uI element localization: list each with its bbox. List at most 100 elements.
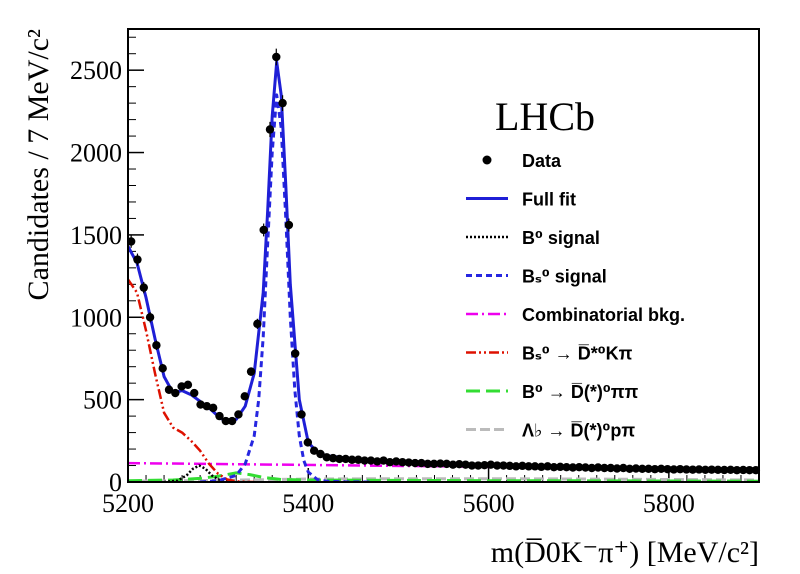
legend-label-comb: Combinatorial bkg. [522, 305, 685, 325]
legend-label-data: Data [522, 151, 562, 171]
data-point [316, 449, 325, 459]
data-point [549, 462, 559, 472]
data-point [568, 463, 578, 472]
data-point [341, 454, 350, 464]
data-point [190, 388, 199, 398]
data-point [366, 456, 376, 465]
data-point [391, 457, 401, 466]
y-tick-label: 2500 [70, 56, 122, 85]
data-point [638, 464, 647, 474]
y-tick-label: 1000 [70, 303, 122, 332]
data-point [675, 464, 685, 474]
data-point [720, 465, 729, 475]
data-point [461, 460, 470, 469]
data-point [208, 403, 218, 413]
legend-label-bsbkg: Bₛ⁰ → D̅*⁰Kπ [522, 344, 633, 364]
data-point [410, 458, 420, 468]
data-point [429, 459, 439, 469]
data-point [354, 455, 363, 464]
plot-frame [127, 28, 760, 483]
data-point [530, 462, 540, 471]
data-point [631, 464, 641, 473]
data-point [202, 402, 212, 411]
data-point [537, 462, 546, 472]
legend: Data Full fit B⁰ signal Bₛ⁰ signal Combinato… [466, 151, 685, 441]
data-point [656, 464, 666, 474]
x-axis-ticks: 5200 5400 5600 5800 [102, 468, 742, 518]
legend-label-fit: Full fit [522, 190, 576, 210]
data-point [171, 388, 180, 398]
data-point [265, 125, 275, 134]
curve-b0sig [163, 464, 235, 482]
data-point [682, 465, 691, 474]
data-point [309, 446, 319, 455]
data-point [467, 461, 477, 470]
data-point [347, 455, 357, 464]
y-tick-label: 2000 [70, 139, 122, 168]
data-point [284, 220, 294, 230]
data-point [322, 453, 331, 462]
data-point [732, 465, 742, 475]
data-point [335, 454, 344, 464]
legend-label-bssig: Bₛ⁰ signal [522, 267, 607, 287]
data-point [480, 460, 489, 470]
data-point [745, 465, 754, 475]
legend-label-lbbkg: Λ♭ → D̅(*)⁰pπ [522, 421, 635, 441]
data-point [455, 460, 464, 469]
curve-bssig [199, 93, 372, 482]
data-point [240, 392, 249, 401]
data-point [511, 462, 521, 471]
data-point [600, 463, 609, 473]
y-axis-label: Candidates / 7 MeV/c² [22, 29, 55, 300]
x-tick-label: 5800 [643, 489, 695, 518]
data-point [183, 380, 193, 390]
data-point [278, 98, 287, 108]
data-point [751, 465, 761, 475]
curve-fit [128, 60, 759, 472]
data-point [291, 349, 300, 358]
data-point [196, 400, 205, 409]
data-point [297, 410, 306, 419]
data-point [177, 382, 186, 391]
data-point [574, 462, 584, 472]
data-point [221, 416, 231, 426]
data-point [625, 464, 634, 474]
data-point [701, 465, 710, 475]
data-point [499, 461, 508, 470]
data-point [587, 463, 596, 473]
data-point [272, 52, 281, 62]
data-point [423, 459, 432, 469]
curve-b0bkg [128, 471, 759, 482]
y-tick-label: 500 [83, 386, 122, 415]
x-axis-label: m(D̅0K⁻π⁺) [MeV/c²] [491, 536, 759, 569]
data-point [398, 458, 407, 467]
data-point [385, 458, 395, 467]
y-axis-ticks: 0 500 1000 1500 2000 2500 [70, 36, 144, 497]
data-point [726, 465, 735, 475]
data-point [158, 364, 167, 373]
data-point [739, 465, 748, 475]
data-point [524, 462, 533, 471]
data-point [246, 367, 256, 376]
data-point [581, 463, 590, 472]
data-point [126, 237, 136, 246]
data-point [379, 456, 388, 465]
data-point [644, 464, 653, 474]
data-point [543, 462, 552, 471]
data-point [164, 385, 174, 394]
experiment-label: LHCb [495, 94, 595, 139]
data-point [417, 458, 426, 468]
data-point [436, 459, 445, 468]
data-point [663, 464, 672, 474]
data-point [442, 459, 451, 469]
data-point [713, 465, 723, 475]
data-point [669, 465, 679, 474]
x-tick-label: 5600 [463, 489, 515, 518]
data-point [328, 453, 338, 463]
y-tick-label: 1500 [70, 221, 122, 250]
data-point [688, 465, 697, 474]
data-point [234, 410, 243, 419]
curve-bsbkg [128, 278, 255, 482]
data-point [486, 460, 496, 469]
data-point [227, 416, 237, 426]
